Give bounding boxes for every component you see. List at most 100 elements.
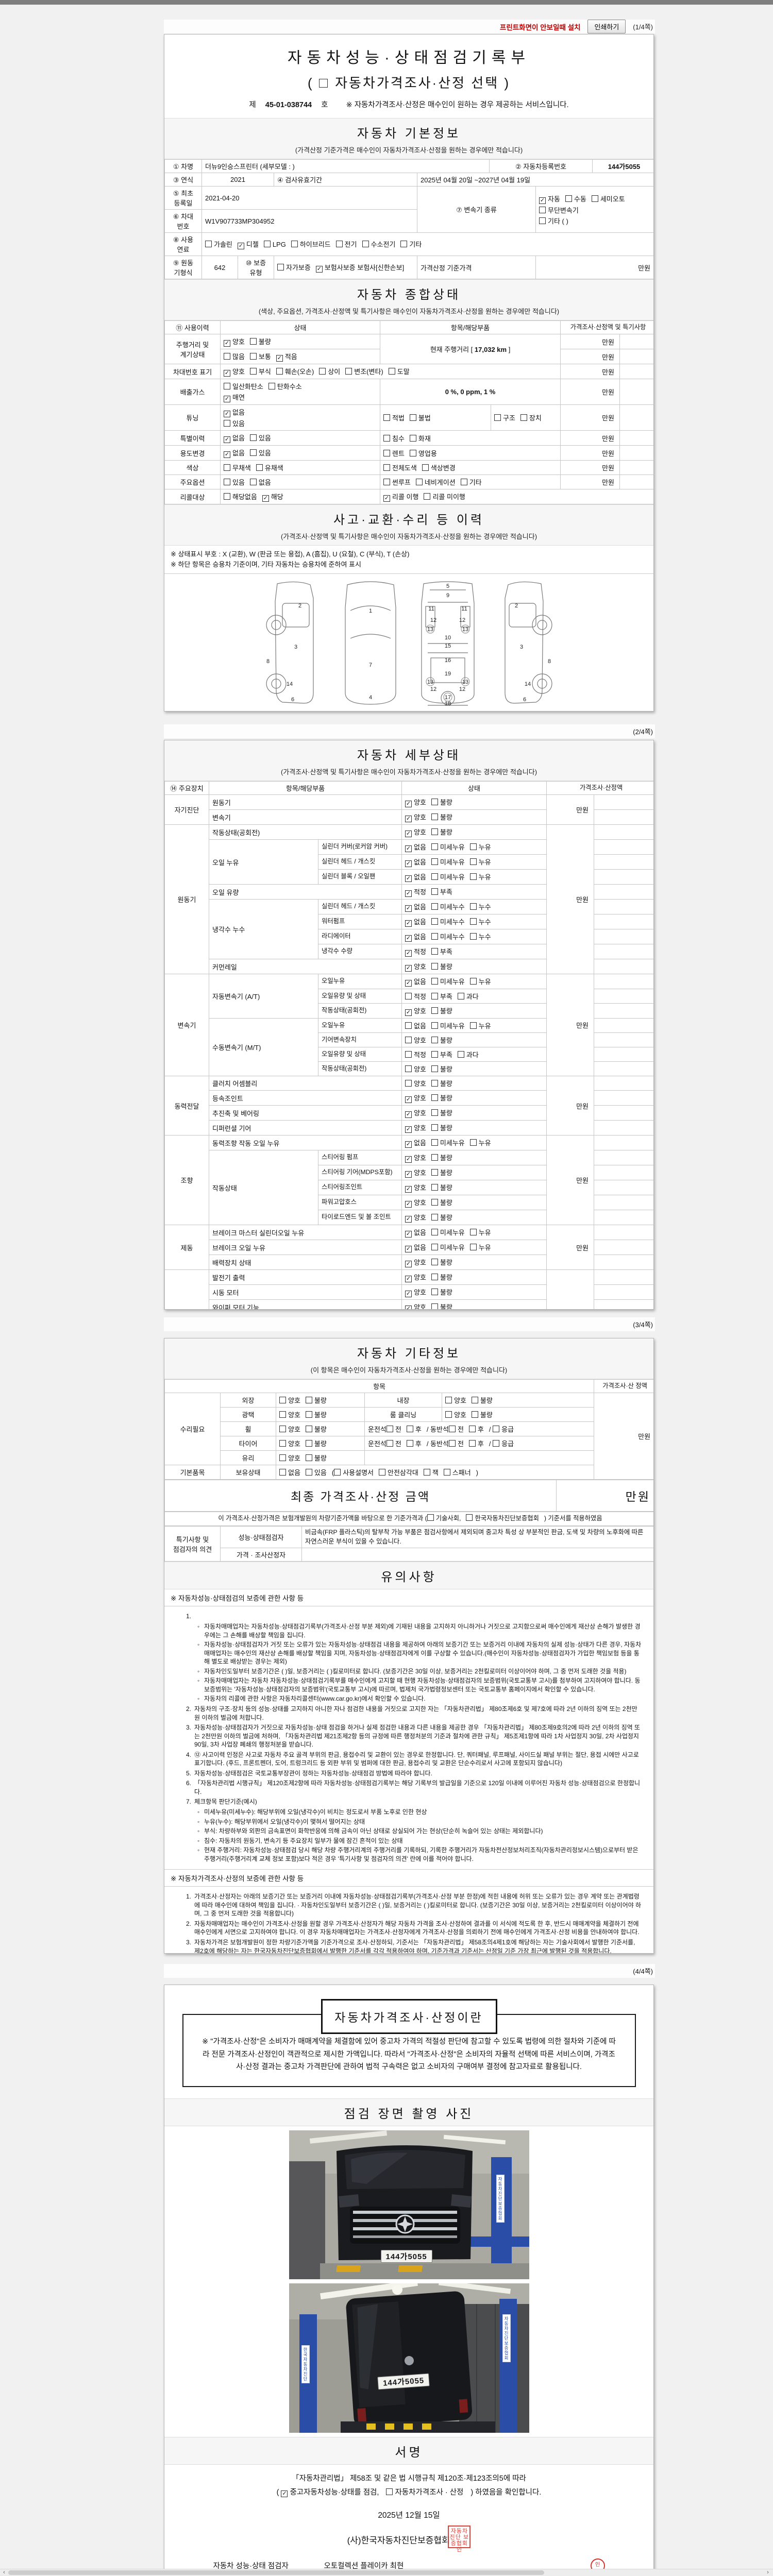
checkbox-option[interactable]: 불법: [409, 413, 431, 422]
checkbox-option[interactable]: 과다: [457, 991, 479, 1001]
checkbox-option[interactable]: 누유: [469, 842, 491, 852]
checkbox-option[interactable]: 양호: [279, 1395, 300, 1405]
checkbox-option[interactable]: ✓ 양호: [405, 1154, 426, 1163]
checkbox-option[interactable]: 미세누유: [431, 976, 465, 986]
checkbox-option[interactable]: 미세누유: [431, 1242, 465, 1252]
checkbox-option[interactable]: ✓ 없음: [405, 978, 426, 987]
checkbox-option[interactable]: LPG: [263, 241, 286, 248]
checkbox-option[interactable]: ✓ 양호: [405, 799, 426, 807]
checkbox-option[interactable]: ✓ 디젤: [237, 241, 259, 249]
checkbox-option[interactable]: 불량: [431, 1287, 452, 1297]
checkbox-option[interactable]: ✓ 양호: [405, 1214, 426, 1223]
checkbox-option[interactable]: 양호: [405, 1078, 426, 1088]
checkbox-option[interactable]: 세미오토: [591, 194, 625, 204]
checkbox-option[interactable]: ✓ 양호: [224, 368, 245, 377]
checkbox-option[interactable]: 있음: [224, 477, 245, 487]
checkbox-option[interactable]: 렌트: [383, 448, 405, 458]
checkbox-option[interactable]: 과다: [457, 1049, 479, 1059]
checkbox-option[interactable]: ✓ 양호: [405, 1199, 426, 1208]
checkbox-option[interactable]: ✓ 없음: [405, 903, 426, 912]
checkbox-option[interactable]: 양호: [279, 1438, 300, 1448]
checkbox-option[interactable]: 무채색: [224, 463, 251, 472]
checkbox-option[interactable]: 미세누수: [431, 902, 465, 911]
checkbox-option[interactable]: 영업용: [409, 448, 437, 458]
checkbox-option[interactable]: 불량: [305, 1410, 327, 1419]
checkbox-option[interactable]: 기술사회,: [427, 1514, 461, 1523]
checkbox-option[interactable]: 불량: [431, 1212, 452, 1222]
checkbox-option[interactable]: 전: [448, 1438, 464, 1448]
checkbox-option[interactable]: 적정: [405, 1049, 426, 1059]
checkbox-option[interactable]: 미세누유: [431, 872, 465, 882]
checkbox-option[interactable]: 미세누유: [431, 1021, 465, 1030]
checkbox-option[interactable]: ✓ 양호: [405, 1289, 426, 1297]
checkbox-option[interactable]: ✓ 적음: [276, 353, 297, 362]
checkbox-option[interactable]: 변조(변타): [345, 366, 383, 376]
checkbox-option[interactable]: 후: [406, 1438, 422, 1448]
checkbox-option[interactable]: 미세누수: [431, 931, 465, 941]
checkbox-option[interactable]: ✓ 매연: [224, 394, 245, 402]
checkbox-option[interactable]: ✓ 보험사보증 보험사[신한손보]: [315, 264, 405, 273]
checkbox-option[interactable]: 불량: [431, 1078, 452, 1088]
checkbox-option[interactable]: 불량: [431, 1153, 452, 1162]
checkbox-option[interactable]: 미세누수: [431, 917, 465, 926]
checkbox-option[interactable]: 해당없음: [224, 492, 257, 501]
checkbox-option[interactable]: 기타 ( ): [539, 216, 568, 226]
checkbox-option[interactable]: 수소전기: [362, 239, 395, 249]
checkbox-option[interactable]: 누유: [469, 872, 491, 882]
checkbox-option[interactable]: ✓ 양호: [405, 963, 426, 972]
checkbox-option[interactable]: ✓ 양호: [405, 1169, 426, 1178]
checkbox-option[interactable]: 불량: [431, 1197, 452, 1207]
scroll-thumb[interactable]: [8, 2570, 544, 2575]
checkbox-option[interactable]: 불량: [431, 1006, 452, 1015]
checkbox-option[interactable]: 불량: [431, 1257, 452, 1267]
checkbox-option[interactable]: 하이브리드: [291, 239, 331, 249]
checkbox-option[interactable]: 미세누유: [431, 1138, 465, 1147]
checkbox-option[interactable]: 한국자동차진단보증협회: [466, 1514, 539, 1523]
checkbox-option[interactable]: 불량: [249, 336, 271, 346]
checkbox-option[interactable]: ✓ 양호: [405, 1259, 426, 1267]
checkbox-option[interactable]: 미세누유: [431, 842, 465, 852]
checkbox-option[interactable]: 누유: [469, 1021, 491, 1030]
checkbox-option[interactable]: ✓ 없음: [405, 933, 426, 942]
checkbox-option[interactable]: ✓ 적정: [405, 948, 426, 957]
checkbox-price-survey[interactable]: 자동차가격조사 · 산정: [386, 2486, 463, 2497]
checkbox-option[interactable]: 후: [406, 1424, 422, 1434]
checkbox-option[interactable]: 없음: [249, 477, 271, 487]
checkbox-option[interactable]: 있음: [224, 418, 245, 428]
checkbox-option[interactable]: 불량: [431, 827, 452, 837]
checkbox-option[interactable]: 있음: [305, 1467, 327, 1477]
checkbox-option[interactable]: 응급: [493, 1424, 514, 1434]
checkbox-option[interactable]: 장치: [520, 413, 542, 422]
checkbox-option[interactable]: 많음: [224, 351, 245, 361]
checkbox-option[interactable]: 없음: [279, 1467, 300, 1477]
checkbox-option[interactable]: 있음: [249, 433, 271, 443]
checkbox-option[interactable]: 가솔린: [205, 239, 232, 249]
checkbox-option[interactable]: 유채색: [256, 463, 283, 472]
checkbox-option[interactable]: ✓ 양호: [405, 1007, 426, 1016]
price-option-checkbox[interactable]: [318, 79, 328, 88]
checkbox-option[interactable]: 일산화탄소: [224, 381, 263, 391]
checkbox-option[interactable]: ✓ 없음: [405, 858, 426, 867]
checkbox-option[interactable]: ✓ 양호: [405, 1184, 426, 1193]
checkbox-option[interactable]: ✓ 없음: [405, 1229, 426, 1238]
checkbox-option[interactable]: ✓ 없음: [405, 843, 426, 852]
checkbox-option[interactable]: ✓ 리콜 이행: [383, 493, 419, 502]
checkbox-option[interactable]: 불량: [431, 961, 452, 971]
checkbox-option[interactable]: 누유: [469, 1227, 491, 1237]
print-button[interactable]: 인쇄하기: [587, 20, 626, 33]
checkbox-option[interactable]: ✓ 없음: [224, 449, 245, 458]
print-install-warning[interactable]: 프린트화면이 안보일때 설치: [499, 23, 581, 31]
checkbox-option[interactable]: 양호: [279, 1453, 300, 1463]
checkbox-option[interactable]: 불량: [305, 1395, 327, 1405]
checkbox-option[interactable]: 양호: [279, 1410, 300, 1419]
checkbox-option[interactable]: 전체도색: [383, 463, 417, 472]
checkbox-option[interactable]: ✓ 없음: [224, 434, 245, 443]
checkbox-option[interactable]: ✓ 양호: [405, 828, 426, 837]
checkbox-option[interactable]: 침수: [383, 433, 405, 443]
checkbox-option[interactable]: 불량: [431, 812, 452, 822]
checkbox-option[interactable]: 후: [468, 1424, 484, 1434]
checkbox-option[interactable]: ✓ 양호: [405, 814, 426, 822]
horizontal-scrollbar[interactable]: ‹ ›: [0, 2569, 773, 2576]
checkbox-option[interactable]: 누수: [469, 931, 491, 941]
checkbox-option[interactable]: ✓ 적정: [405, 888, 426, 897]
